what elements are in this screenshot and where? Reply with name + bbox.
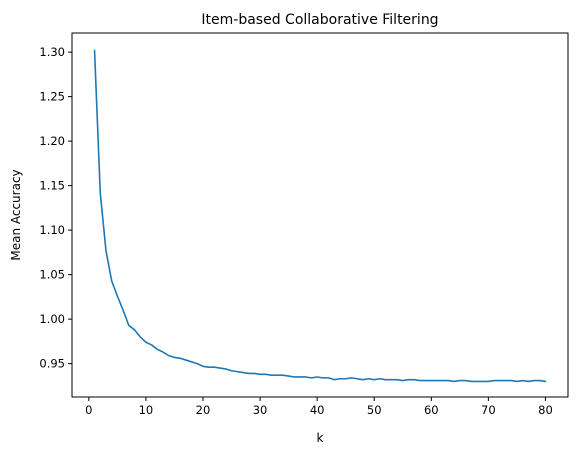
- x-tick-label: 20: [196, 403, 211, 417]
- y-tick-label: 1.15: [39, 179, 65, 193]
- y-tick-label: 1.30: [39, 45, 65, 59]
- y-axis-label: Mean Accuracy: [9, 169, 23, 260]
- series-line: [93, 49, 547, 383]
- y-tick-label: 1.00: [39, 312, 65, 326]
- x-tick-label: 40: [310, 403, 325, 417]
- x-tick-label: 80: [538, 403, 553, 417]
- plot-frame: [71, 32, 569, 398]
- tick-layer: 0 10 20 30 40 50 60 70 80 0.95 1.00 1.05 1.10 1.15 1.2…: [39, 45, 552, 417]
- chart-title: Item-based Collaborative Filtering: [201, 12, 438, 28]
- series-layer: [93, 49, 547, 383]
- x-tick-label: 0: [85, 403, 92, 417]
- y-tick-label: 1.05: [39, 268, 65, 282]
- y-tick-label: 0.95: [39, 357, 65, 371]
- x-axis-label: k: [317, 431, 324, 445]
- y-tick-label: 1.25: [39, 90, 65, 104]
- x-tick-label: 10: [139, 403, 154, 417]
- x-tick-label: 50: [367, 403, 382, 417]
- y-tick-label: 1.10: [39, 223, 65, 237]
- x-tick-label: 30: [253, 403, 268, 417]
- y-tick-label: 1.20: [39, 134, 65, 148]
- x-tick-label: 60: [424, 403, 439, 417]
- x-tick-label: 70: [481, 403, 496, 417]
- plot-background: [72, 33, 568, 397]
